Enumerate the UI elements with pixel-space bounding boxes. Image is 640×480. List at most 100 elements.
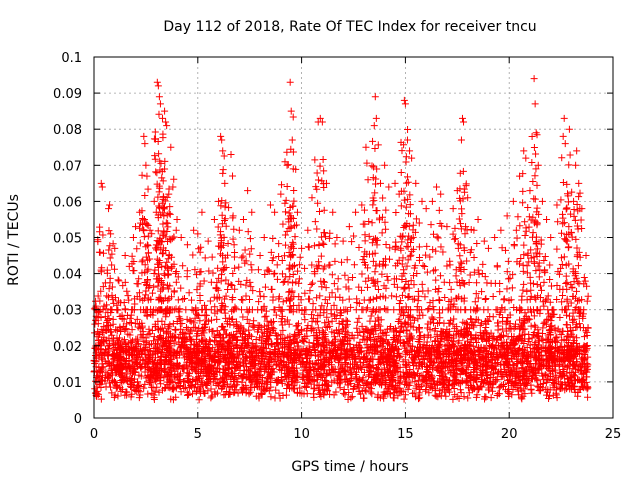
data-point [374,285,382,293]
data-point [350,232,358,240]
data-point [396,328,404,336]
data-point [95,248,103,256]
data-point [541,348,549,356]
data-point [263,337,271,345]
data-point [311,270,319,278]
data-point [212,349,220,357]
data-point [561,386,569,394]
data-point [208,316,216,324]
data-point [239,383,247,391]
data-point [309,314,317,322]
data-point [247,245,255,253]
data-point [414,376,422,384]
data-point [338,258,346,266]
data-point [169,352,177,360]
data-point [487,361,495,369]
data-point [209,269,217,277]
data-point [482,356,490,364]
data-point [228,315,236,323]
data-point [348,238,356,246]
data-point [105,246,113,254]
data-point [397,297,405,305]
data-point [160,205,168,213]
data-point [488,350,496,358]
data-point [372,206,380,214]
data-point [238,375,246,383]
data-point [152,241,160,249]
data-point [165,368,173,376]
data-point [361,336,369,344]
data-point [289,385,297,393]
data-point [91,320,99,328]
data-point [539,330,547,338]
data-point [141,261,149,269]
data-point [434,320,442,328]
data-point [381,261,389,269]
data-point [106,279,114,287]
data-point [435,341,443,349]
data-point [371,249,379,257]
data-point [463,328,471,336]
data-point [267,383,275,391]
data-point [162,233,170,241]
data-point [164,255,172,263]
data-point [364,274,372,282]
data-point [338,327,346,335]
data-point [307,373,315,381]
data-point [157,352,165,360]
data-point [404,243,412,251]
data-point [434,393,442,401]
data-point [493,336,501,344]
data-point [275,362,283,370]
data-point [133,340,141,348]
data-point [377,370,385,378]
data-point [146,365,154,373]
data-point [458,378,466,386]
data-point [222,370,230,378]
data-point [385,367,393,375]
data-point [150,395,158,403]
data-point [201,254,209,262]
data-point [197,337,205,345]
data-point [377,316,385,324]
data-point [257,389,265,397]
data-point [359,256,367,264]
data-point [340,386,348,394]
data-point [317,389,325,397]
data-point [151,320,159,328]
data-point [261,270,269,278]
data-point [128,252,136,260]
data-point [265,267,273,275]
data-point [320,167,328,175]
data-point [435,355,443,363]
data-point [583,332,591,340]
data-point [168,235,176,243]
data-point [529,344,537,352]
data-point [405,284,413,292]
data-point [462,369,470,377]
data-point [159,220,167,228]
data-point [190,359,198,367]
data-point [277,357,285,365]
data-point [373,294,381,302]
data-point [97,268,105,276]
data-point [371,144,379,152]
data-point [118,379,126,387]
data-point [353,295,361,303]
data-point [365,366,373,374]
data-point [297,351,305,359]
data-point [159,134,167,142]
data-point [568,330,576,338]
data-point [211,372,219,380]
data-point [222,264,230,272]
data-point [310,377,318,385]
data-point [315,258,323,266]
data-point [431,381,439,389]
data-point [150,375,158,383]
data-point [222,276,230,284]
data-point [503,348,511,356]
data-point [386,325,394,333]
data-point [261,313,269,321]
data-point [568,379,576,387]
data-point [545,394,553,402]
